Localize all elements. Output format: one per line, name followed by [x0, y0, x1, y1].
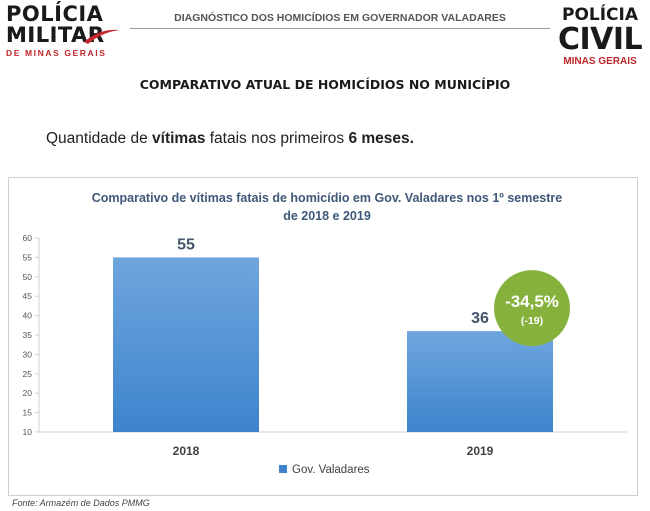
intro-text: Quantidade de vítimas fatais nos primeir…: [46, 130, 414, 148]
pc-logo-line3: MINAS GERAIS: [563, 56, 637, 67]
x-tick-label: 2018: [173, 444, 200, 458]
pc-logo-line1: POLÍCIA: [561, 5, 639, 25]
legend-label: Gov. Valadares: [292, 464, 370, 476]
source-note: Fonte: Armazém de Dados PMMG: [12, 498, 150, 508]
intro-bold2: 6 meses.: [348, 130, 414, 147]
y-tick-label: 20: [23, 388, 33, 398]
intro-part2: fatais nos primeiros: [205, 130, 349, 147]
y-tick-label: 35: [23, 330, 33, 340]
x-tick-label: 2019: [467, 444, 494, 458]
y-tick-label: 10: [23, 427, 33, 437]
y-tick-label: 25: [23, 369, 33, 379]
y-tick-label: 30: [23, 349, 33, 359]
chart-frame: Comparativo de vítimas fatais de homicíd…: [8, 177, 638, 496]
bar: [407, 331, 553, 432]
intro-part1: Quantidade de: [46, 130, 153, 147]
section-title: COMPARATIVO ATUAL DE HOMICÍDIOS NO MUNIC…: [139, 77, 511, 92]
y-tick-label: 45: [23, 291, 33, 301]
legend-swatch: [279, 465, 287, 473]
pc-logo-line2: CIVIL: [558, 22, 643, 57]
y-tick-label: 15: [23, 408, 33, 418]
data-label: 55: [177, 236, 195, 253]
change-badge: [494, 270, 570, 347]
header-divider: [130, 28, 550, 29]
y-tick-label: 60: [23, 233, 33, 243]
plot-area: 10 15 20 25 30 35 40 45 50 55 60 55 2018 36 2019 -34,5%…: [23, 233, 627, 476]
pm-logo-line2: MILITAR: [6, 23, 105, 47]
change-percent-label: -34,5%: [505, 292, 559, 311]
intro-bold1: vítimas: [152, 130, 206, 147]
y-tick-label: 40: [23, 311, 33, 321]
chart-title-line2: de 2018 e 2019: [283, 209, 371, 223]
data-label: 36: [471, 310, 489, 327]
y-tick-label: 50: [23, 272, 33, 282]
bar: [113, 257, 259, 432]
header-title: DIAGNÓSTICO DOS HOMICÍDIOS EM GOVERNADOR…: [174, 12, 506, 24]
y-tick-label: 55: [23, 252, 33, 262]
change-absolute-label: (-19): [521, 315, 543, 327]
bar-chart: Comparativo de vítimas fatais de homicíd…: [23, 191, 627, 476]
chart-title-line1: Comparativo de vítimas fatais de homicíd…: [92, 191, 563, 205]
pm-logo-line1: POLÍCIA: [6, 2, 104, 26]
pm-logo-line3: DE MINAS GERAIS: [6, 48, 107, 58]
policia-civil-logo: POLÍCIA CIVIL MINAS GERAIS: [558, 5, 643, 68]
pm-swoosh-icon: [84, 29, 120, 44]
policia-militar-logo: POLÍCIA MILITAR DE MINAS GERAIS: [6, 4, 124, 64]
